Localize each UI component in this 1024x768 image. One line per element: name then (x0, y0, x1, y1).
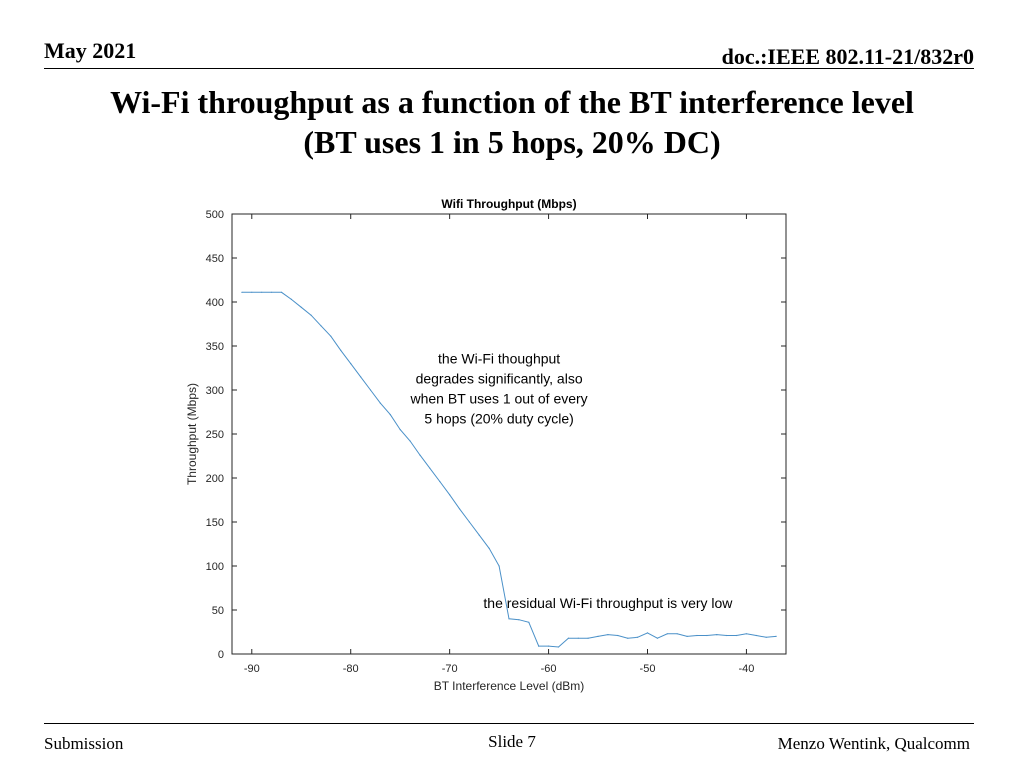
data-point (765, 636, 767, 638)
data-point (676, 633, 678, 635)
data-point (716, 634, 718, 636)
data-point (567, 637, 570, 639)
footer-divider (44, 723, 974, 724)
data-point (508, 618, 510, 620)
header-divider (44, 68, 974, 69)
footer-submission: Submission (44, 734, 124, 753)
data-point (637, 636, 639, 638)
data-point (607, 634, 609, 636)
data-point (300, 306, 302, 308)
y-tick-label: 250 (206, 429, 224, 441)
data-point (646, 632, 649, 634)
data-point (577, 637, 579, 639)
data-point (251, 291, 253, 293)
data-point (439, 480, 441, 483)
data-point (528, 621, 530, 623)
data-point (290, 298, 292, 300)
chart-title: Wifi Throughput (Mbps) (441, 197, 576, 211)
y-axis-label: Throughput (Mbps) (185, 383, 199, 485)
y-tick-label: 450 (206, 253, 224, 265)
y-tick-label: 350 (206, 341, 224, 353)
annotation-text-line: 5 hops (20% duty cycle) (424, 411, 573, 427)
x-axis-label: BT Interference Level (dBm) (434, 679, 585, 693)
data-point (706, 634, 708, 637)
data-point (399, 429, 401, 431)
plot-frame (231, 213, 787, 655)
annotation-text-line: when BT uses 1 out of every (410, 391, 588, 407)
y-tick-label: 300 (206, 385, 224, 397)
data-point (241, 291, 243, 293)
footer-slide-number: Slide 7 (488, 732, 536, 751)
data-point (458, 508, 461, 510)
data-point (745, 633, 748, 635)
x-tick-label: -60 (541, 663, 557, 675)
data-point (350, 363, 352, 365)
data-point (379, 402, 381, 404)
header-date: May 2021 (44, 38, 137, 63)
annotation-text-line: degrades significantly, also (416, 371, 583, 387)
x-axis-ticks: -90 -80 -70 -60 -50 -40 (244, 214, 754, 675)
data-point (538, 645, 540, 647)
data-point (409, 440, 411, 442)
x-tick-label: -50 (640, 663, 656, 675)
data-point (320, 325, 322, 327)
y-tick-label: 0 (218, 649, 224, 661)
chart-annotations: the Wi-Fi thoughput degrades significantl… (410, 351, 734, 612)
data-point (330, 335, 332, 337)
y-tick-label: 200 (206, 473, 224, 485)
data-point (449, 494, 451, 496)
annotation-text-line: the Wi-Fi thoughput (438, 351, 560, 367)
data-point (726, 634, 728, 637)
data-point (310, 314, 312, 316)
footer-author: Menzo Wentink, Qualcomm (777, 734, 970, 753)
data-point (369, 389, 372, 391)
slide-title: Wi-Fi throughput as a function of the BT… (0, 82, 1024, 162)
data-point (518, 619, 520, 621)
x-tick-label: -70 (442, 663, 458, 675)
data-point (755, 634, 757, 637)
data-point (468, 521, 470, 523)
data-point (617, 634, 619, 637)
data-point (686, 635, 688, 638)
series-points (241, 291, 777, 648)
x-tick-label: -80 (343, 663, 359, 675)
data-point (261, 291, 263, 293)
x-tick-label: -90 (244, 663, 260, 675)
x-tick-label: -40 (738, 663, 754, 675)
data-point (735, 634, 738, 637)
data-point (498, 565, 500, 567)
y-tick-label: 500 (206, 209, 224, 221)
data-point (389, 414, 391, 416)
data-point (656, 637, 659, 639)
header-doc-number: doc.:IEEE 802.11-21/832r0 (721, 44, 974, 69)
data-point (429, 467, 431, 469)
data-point (419, 454, 421, 456)
data-point (587, 637, 589, 639)
y-tick-label: 150 (206, 517, 224, 529)
data-point (360, 376, 362, 378)
data-point (280, 291, 283, 293)
slide-title-line2: (BT uses 1 in 5 hops, 20% DC) (303, 124, 721, 160)
y-tick-label: 100 (206, 561, 224, 573)
data-point (557, 646, 560, 648)
data-point (271, 291, 273, 293)
data-point (696, 634, 698, 637)
data-point (597, 635, 599, 638)
annotation-text-line: the residual Wi-Fi throughput is very lo… (483, 595, 733, 611)
data-point (340, 349, 342, 351)
y-axis-ticks: 0 50 100 150 200 250 300 350 400 450 500 (206, 209, 786, 661)
y-tick-label: 400 (206, 297, 224, 309)
data-point (775, 635, 777, 638)
data-point (548, 645, 550, 647)
data-point (627, 637, 629, 639)
data-point (478, 534, 480, 536)
y-tick-label: 50 (212, 605, 224, 617)
slide-title-line1: Wi-Fi throughput as a function of the BT… (110, 84, 914, 120)
data-point (666, 633, 668, 635)
data-point (488, 547, 490, 550)
